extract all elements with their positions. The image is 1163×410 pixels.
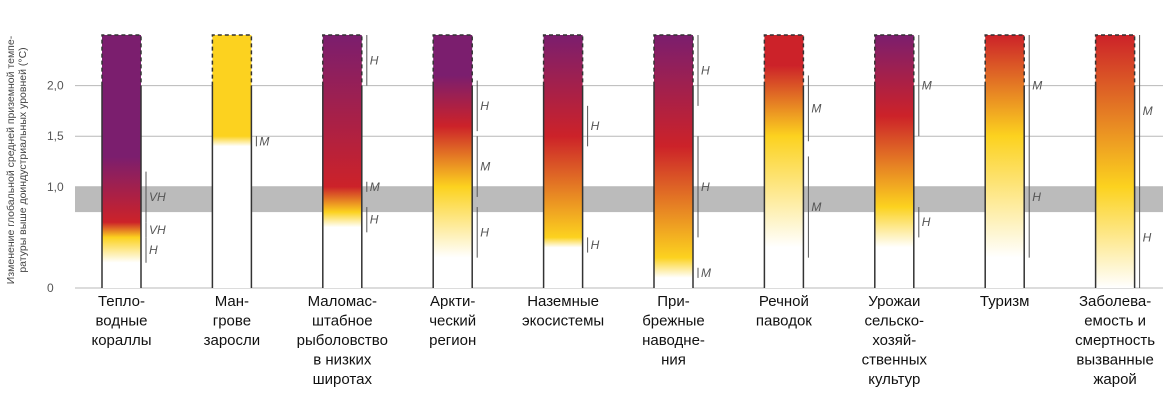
bars: [101, 34, 1136, 288]
confidence-label: H: [701, 63, 710, 77]
bar-dashed-top: [763, 34, 805, 86]
category-label: смертность: [1075, 332, 1155, 349]
confidence-label: M: [811, 200, 821, 214]
bar-dashed-top: [542, 34, 584, 86]
bar-2: [322, 35, 362, 288]
category-label: Туризм: [980, 293, 1030, 310]
bar-0: [102, 35, 141, 288]
bar-8: [985, 35, 1025, 288]
category-label: Наземные: [527, 293, 599, 310]
bar-1: [212, 35, 252, 288]
confidence-label: M: [480, 160, 490, 174]
category-label: Урожаи: [868, 293, 920, 310]
y-axis-title-line: ратуры выше доиндустриальных уровней (°С…: [17, 47, 29, 272]
category-label: Ман-: [215, 293, 249, 310]
bar-7: [874, 35, 914, 288]
bar-3: [433, 35, 473, 288]
category-label: Маломас-: [308, 293, 377, 310]
category-label: хозяй-: [872, 332, 916, 349]
category-label: рыболовство: [297, 332, 388, 349]
confidence-label: H: [149, 243, 158, 257]
confidence-label: H: [701, 180, 710, 194]
bar-9: [1095, 35, 1135, 288]
category-label: грове: [213, 313, 251, 330]
confidence-label: M: [259, 134, 269, 148]
x-axis-labels: Тепло-водные кораллы Ман-грове заросли Малом…: [91, 293, 1155, 388]
category-label: наводне-: [642, 332, 705, 349]
y-tick-label: 2,0: [47, 79, 64, 93]
category-label: Речной: [759, 293, 809, 310]
confidence-label: H: [370, 213, 379, 227]
y-tick-label: 0: [47, 281, 54, 295]
confidence-label: H: [1143, 230, 1152, 244]
y-tick-label: 1,5: [47, 129, 64, 143]
y-axis-title-line: Изменение глобальной средней приземной т…: [5, 35, 17, 284]
category-label: кораллы: [91, 332, 151, 349]
category-label: вызванные: [1076, 352, 1153, 369]
bar-dashed-top: [1094, 34, 1136, 86]
category-label: Заболева-: [1079, 293, 1151, 310]
category-label: регион: [429, 332, 476, 349]
category-label: При-: [657, 293, 690, 310]
bar-dashed-top: [653, 34, 694, 86]
y-axis: 0 1,0 1,5 2,0 Изменение глобальной средней п…: [5, 35, 64, 295]
confidence-label: H: [370, 53, 379, 67]
confidence-label: VH: [149, 223, 166, 237]
confidence-label: H: [480, 99, 489, 113]
bar-dashed-top: [211, 34, 253, 86]
category-label: брежные: [642, 313, 705, 330]
bar-4: [543, 35, 583, 288]
confidence-label: M: [1032, 79, 1042, 93]
confidence-label: M: [701, 266, 711, 280]
confidence-label: M: [811, 101, 821, 115]
confidence-label: H: [591, 238, 600, 252]
category-label: Тепло-: [98, 293, 145, 310]
confidence-label: H: [591, 119, 600, 133]
category-label: заросли: [204, 332, 261, 349]
category-label: широтах: [313, 371, 373, 388]
confidence-label: VH: [149, 190, 166, 204]
category-label: жарой: [1093, 371, 1136, 388]
bar-dashed-top: [322, 34, 363, 86]
confidence-label: H: [480, 225, 489, 239]
category-label: штабное: [312, 313, 373, 330]
category-label: культур: [868, 371, 920, 388]
category-label: ственных: [862, 352, 928, 369]
bar-dashed-top: [432, 34, 473, 86]
bar-dashed-top: [874, 34, 915, 86]
present-warming-band: [75, 186, 1163, 213]
bar-dashed-top: [984, 34, 1025, 86]
confidence-label: H: [1032, 190, 1041, 204]
present-band-rect: [75, 186, 1163, 213]
category-label: Аркти-: [430, 293, 475, 310]
confidence-label: M: [1143, 104, 1153, 118]
y-tick-label: 1,0: [47, 180, 64, 194]
category-label: водные: [96, 313, 148, 330]
category-label: сельско-: [865, 313, 924, 330]
category-label: емость и: [1084, 313, 1146, 330]
confidence-brackets: H VH VH M H M H H M H H H M H H M M H M H M H M: [145, 35, 1153, 288]
bar-dashed-top: [101, 34, 142, 86]
category-label: в низких: [313, 352, 372, 369]
category-label: ния: [661, 352, 686, 369]
bar-6: [764, 35, 804, 288]
bar-5: [654, 35, 693, 288]
category-label: ческий: [429, 313, 476, 330]
confidence-label: H: [922, 215, 931, 229]
confidence-label: M: [922, 79, 932, 93]
confidence-label: M: [370, 180, 380, 194]
category-label: экосистемы: [522, 313, 604, 330]
category-label: паводок: [756, 313, 812, 330]
